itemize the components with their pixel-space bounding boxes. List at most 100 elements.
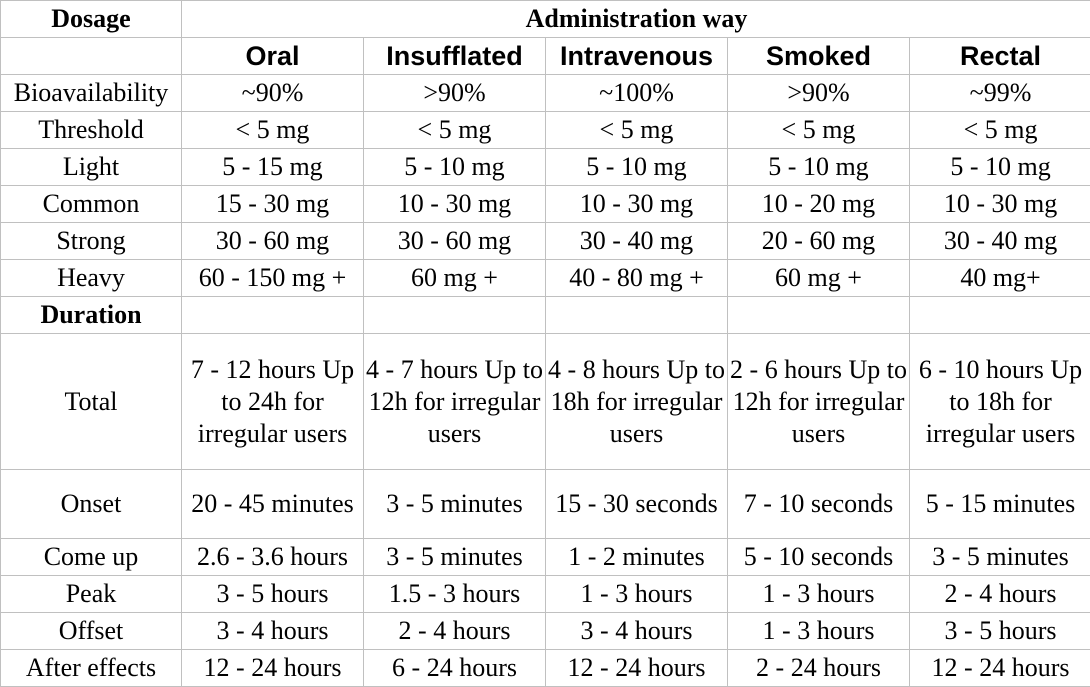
table-cell: 30 - 60 mg [364, 223, 546, 260]
table-cell: 2 - 6 hours Up to 12h for irregular user… [728, 334, 910, 470]
table-cell: >90% [364, 75, 546, 112]
header-administration-way-cell: Administration way [182, 1, 1090, 38]
header-empty-cell [1, 38, 182, 75]
row-label: Offset [1, 613, 182, 650]
table-cell: 5 - 10 mg [728, 149, 910, 186]
row-label: Come up [1, 539, 182, 576]
table-cell: < 5 mg [910, 112, 1090, 149]
table-cell: < 5 mg [728, 112, 910, 149]
header-row-group: Dosage Administration way [1, 1, 1090, 38]
table-cell: 2 - 4 hours [364, 613, 546, 650]
table-cell: 3 - 4 hours [182, 613, 364, 650]
row-label: Strong [1, 223, 182, 260]
empty-cell [728, 297, 910, 334]
table-cell: 10 - 20 mg [728, 186, 910, 223]
route-header-insufflated: Insufflated [364, 38, 546, 75]
table-cell: ~100% [546, 75, 728, 112]
table-cell: 12 - 24 hours [182, 650, 364, 687]
row-label: Peak [1, 576, 182, 613]
table-cell: 40 - 80 mg + [546, 260, 728, 297]
route-header-smoked: Smoked [728, 38, 910, 75]
table-row: Total 7 - 12 hours Up to 24h for irregul… [1, 334, 1090, 470]
table-cell: ~90% [182, 75, 364, 112]
table-cell: 12 - 24 hours [910, 650, 1090, 687]
table-cell: 4 - 7 hours Up to 12h for irregular user… [364, 334, 546, 470]
table-cell: 15 - 30 seconds [546, 470, 728, 539]
duration-section-row: Duration [1, 297, 1090, 334]
table-cell: 1 - 3 hours [546, 576, 728, 613]
table-cell: 5 - 10 mg [546, 149, 728, 186]
table-cell: 5 - 15 mg [182, 149, 364, 186]
table-row: Common 15 - 30 mg 10 - 30 mg 10 - 30 mg … [1, 186, 1090, 223]
table-cell: 1 - 3 hours [728, 576, 910, 613]
table-cell: 20 - 60 mg [728, 223, 910, 260]
table-cell: 3 - 5 hours [910, 613, 1090, 650]
table-row: Light 5 - 15 mg 5 - 10 mg 5 - 10 mg 5 - … [1, 149, 1090, 186]
table-cell: 4 - 8 hours Up to 18h for irregular user… [546, 334, 728, 470]
row-label: Heavy [1, 260, 182, 297]
table-cell: 3 - 5 hours [182, 576, 364, 613]
table-cell: 10 - 30 mg [546, 186, 728, 223]
table-cell: < 5 mg [364, 112, 546, 149]
table-cell: 60 - 150 mg + [182, 260, 364, 297]
route-header-intravenous: Intravenous [546, 38, 728, 75]
table-cell: 3 - 4 hours [546, 613, 728, 650]
table-row: Offset 3 - 4 hours 2 - 4 hours 3 - 4 hou… [1, 613, 1090, 650]
row-label: Common [1, 186, 182, 223]
table-cell: 15 - 30 mg [182, 186, 364, 223]
table-row: Onset 20 - 45 minutes 3 - 5 minutes 15 -… [1, 470, 1090, 539]
table-cell: 3 - 5 minutes [364, 470, 546, 539]
table-cell: 60 mg + [728, 260, 910, 297]
table-row: Come up 2.6 - 3.6 hours 3 - 5 minutes 1 … [1, 539, 1090, 576]
table-row: Peak 3 - 5 hours 1.5 - 3 hours 1 - 3 hou… [1, 576, 1090, 613]
table-cell: 1.5 - 3 hours [364, 576, 546, 613]
table-row: Strong 30 - 60 mg 30 - 60 mg 30 - 40 mg … [1, 223, 1090, 260]
table-cell: 2 - 24 hours [728, 650, 910, 687]
table-cell: 40 mg+ [910, 260, 1090, 297]
table-cell: < 5 mg [546, 112, 728, 149]
table-cell: 1 - 3 hours [728, 613, 910, 650]
table-cell: 2 - 4 hours [910, 576, 1090, 613]
table-cell: < 5 mg [182, 112, 364, 149]
table-cell: 30 - 60 mg [182, 223, 364, 260]
row-label: Onset [1, 470, 182, 539]
row-label: Total [1, 334, 182, 470]
header-dosage-cell: Dosage [1, 1, 182, 38]
table-cell: 20 - 45 minutes [182, 470, 364, 539]
table-cell: 5 - 10 seconds [728, 539, 910, 576]
row-label: Light [1, 149, 182, 186]
table-cell: 12 - 24 hours [546, 650, 728, 687]
empty-cell [546, 297, 728, 334]
table-cell: 5 - 10 mg [364, 149, 546, 186]
empty-cell [364, 297, 546, 334]
table-cell: 3 - 5 minutes [364, 539, 546, 576]
table-cell: >90% [728, 75, 910, 112]
row-label: Bioavailability [1, 75, 182, 112]
table-row: Heavy 60 - 150 mg + 60 mg + 40 - 80 mg +… [1, 260, 1090, 297]
empty-cell [182, 297, 364, 334]
table-cell: 10 - 30 mg [364, 186, 546, 223]
table-cell: 6 - 10 hours Up to 18h for irregular use… [910, 334, 1090, 470]
header-row-routes: Oral Insufflated Intravenous Smoked Rect… [1, 38, 1090, 75]
table-cell: 1 - 2 minutes [546, 539, 728, 576]
route-header-oral: Oral [182, 38, 364, 75]
table-cell: 5 - 15 minutes [910, 470, 1090, 539]
table-cell: 30 - 40 mg [546, 223, 728, 260]
route-header-rectal: Rectal [910, 38, 1090, 75]
table-cell: 7 - 10 seconds [728, 470, 910, 539]
row-label: After effects [1, 650, 182, 687]
table-cell: 5 - 10 mg [910, 149, 1090, 186]
table-cell: 6 - 24 hours [364, 650, 546, 687]
table-cell: 60 mg + [364, 260, 546, 297]
table-cell: 10 - 30 mg [910, 186, 1090, 223]
table-cell: 7 - 12 hours Up to 24h for irregular use… [182, 334, 364, 470]
table-cell: ~99% [910, 75, 1090, 112]
empty-cell [910, 297, 1090, 334]
table-row: Bioavailability ~90% >90% ~100% >90% ~99… [1, 75, 1090, 112]
table-cell: 2.6 - 3.6 hours [182, 539, 364, 576]
table-row: After effects 12 - 24 hours 6 - 24 hours… [1, 650, 1090, 687]
table-cell: 3 - 5 minutes [910, 539, 1090, 576]
table-row: Threshold < 5 mg < 5 mg < 5 mg < 5 mg < … [1, 112, 1090, 149]
table-cell: 30 - 40 mg [910, 223, 1090, 260]
